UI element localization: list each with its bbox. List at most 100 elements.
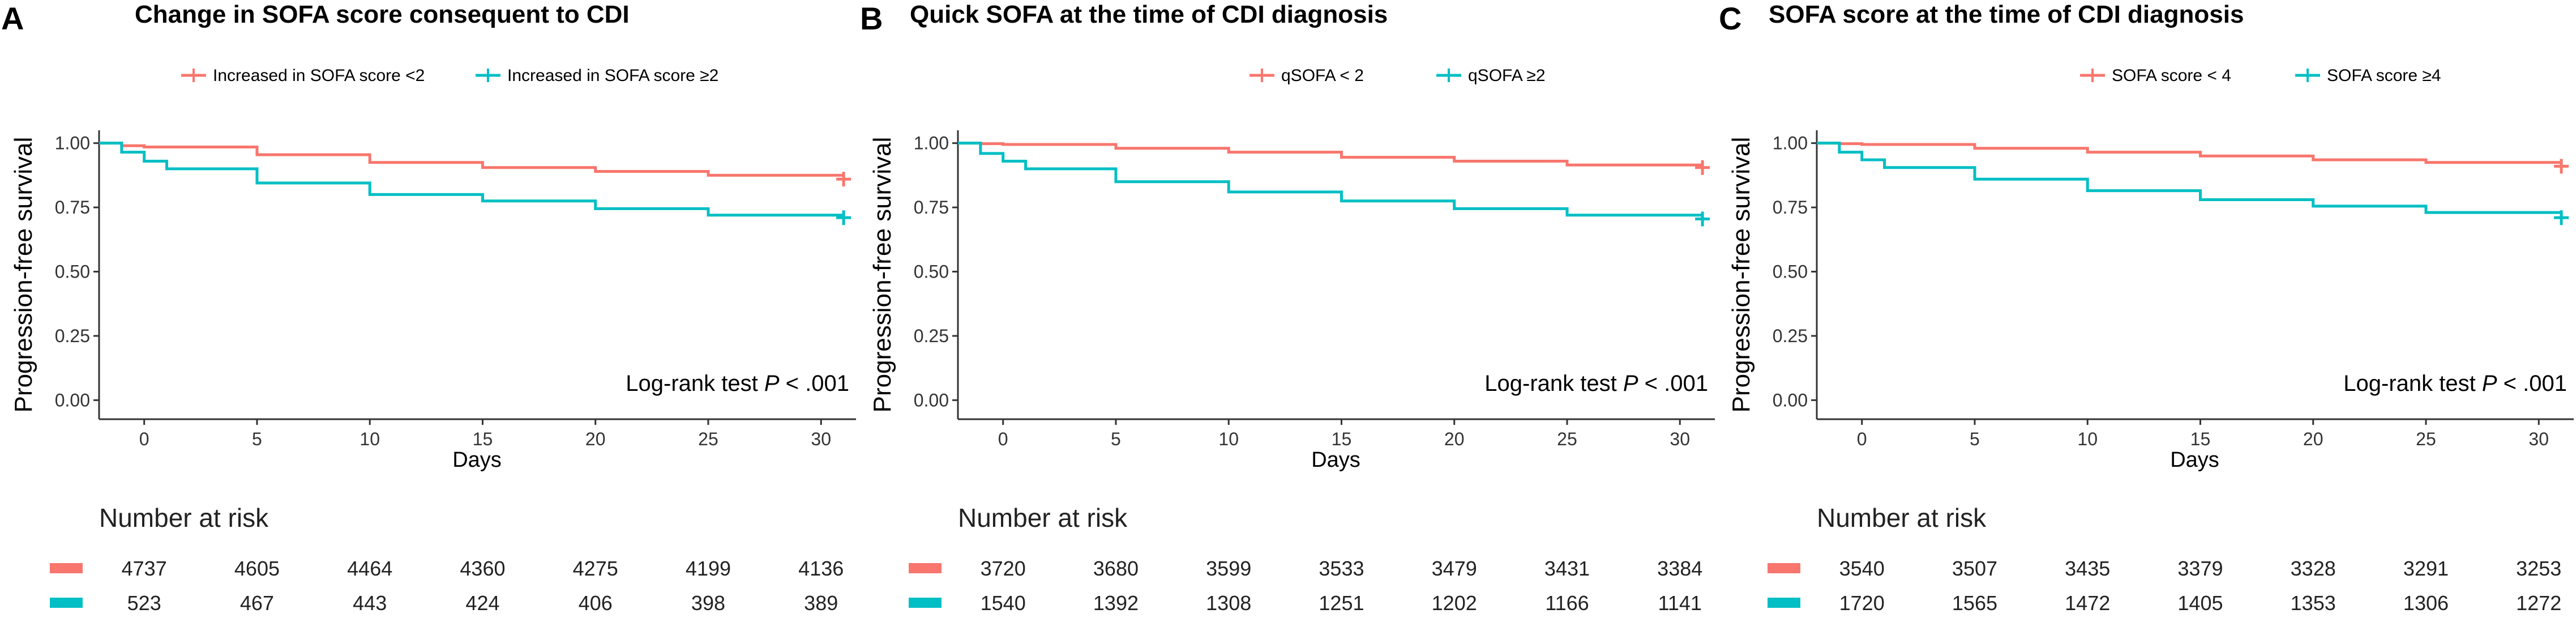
risk-table-cell: 3291	[2403, 557, 2449, 580]
legend-item-1: SOFA score < 4	[2080, 66, 2231, 85]
risk-table-cell: 3479	[1432, 557, 1477, 580]
risk-table-cell: 3599	[1206, 557, 1251, 580]
x-tick-label: 20	[2303, 429, 2323, 449]
risk-table-cell: 424	[465, 591, 499, 615]
risk-table-cell: 1405	[2177, 591, 2223, 615]
risk-table-cell: 3253	[2516, 557, 2561, 580]
risk-table-cell: 1720	[1839, 591, 1885, 615]
panel-letter: A	[1, 1, 24, 36]
risk-table-cell: 1472	[2065, 591, 2110, 615]
legend-label: qSOFA ≥2	[1468, 66, 1546, 85]
risk-table-cell: 1202	[1432, 591, 1477, 615]
y-tick-label: 1.00	[55, 133, 90, 154]
risk-table-cell: 1272	[2516, 591, 2561, 615]
chart-title: Change in SOFA score consequent to CDI	[135, 1, 630, 28]
risk-table-cell: 398	[691, 591, 725, 615]
x-tick-label: 10	[360, 429, 380, 449]
risk-table-cell: 3431	[1544, 557, 1590, 580]
panel-letter: B	[860, 1, 883, 36]
logrank-prefix: Log-rank test	[1484, 371, 1623, 396]
x-tick-label: 5	[1970, 429, 1980, 449]
logrank-suffix: < .001	[1638, 371, 1708, 396]
risk-row-color-key-1	[1768, 563, 1800, 573]
risk-table-cell: 1141	[1658, 591, 1702, 615]
x-tick-label: 5	[252, 429, 262, 449]
y-tick-label: 0.25	[1773, 326, 1808, 346]
panel-letter: C	[1719, 1, 1741, 36]
y-tick-label: 0.25	[55, 326, 90, 346]
x-tick-label: 25	[698, 429, 718, 449]
risk-table-cell: 4199	[686, 557, 731, 580]
legend-label: SOFA score ≥4	[2327, 66, 2441, 85]
risk-table-cell: 1392	[1093, 591, 1139, 615]
legend-item-1: Increased in SOFA score <2	[181, 66, 425, 85]
risk-table-cell: 3533	[1319, 557, 1364, 580]
logrank-prefix: Log-rank test	[2343, 371, 2482, 396]
x-tick-label: 0	[139, 429, 149, 449]
panel-c: C SOFA score at the time of CDI diagnosis…	[1718, 0, 2576, 622]
risk-table-title: Number at risk	[99, 503, 269, 532]
risk-row-color-key-2	[1768, 598, 1800, 608]
legend-label: Increased in SOFA score ≥2	[507, 66, 718, 85]
risk-table-cell: 1166	[1545, 591, 1589, 615]
km-chart-svg: A Change in SOFA score consequent to CDI I…	[1, 1, 856, 615]
legend-item-1: qSOFA < 2	[1250, 66, 1364, 85]
survival-curve-2	[958, 142, 1704, 219]
risk-table-cell: 4136	[798, 557, 844, 580]
risk-table-cell: 523	[127, 591, 161, 615]
panel-b: B Quick SOFA at the time of CDI diagnosis…	[859, 0, 1717, 622]
risk-table-cell: 3507	[1952, 557, 1997, 580]
risk-row-color-key-2	[50, 598, 83, 608]
risk-table-cell: 3328	[2291, 557, 2336, 580]
x-tick-label: 25	[1557, 429, 1577, 449]
x-tick-label: 20	[585, 429, 606, 449]
y-tick-label: 0.00	[914, 390, 949, 410]
risk-table-cell: 1251	[1319, 591, 1364, 615]
risk-table-cell: 3379	[2177, 557, 2223, 580]
y-tick-label: 1.00	[1773, 133, 1808, 154]
chart-title: Quick SOFA at the time of CDI diagnosis	[910, 1, 1388, 28]
chart-title: SOFA score at the time of CDI diagnosis	[1769, 1, 2244, 28]
risk-table-cell: 389	[804, 591, 838, 615]
risk-table-cell: 1353	[2291, 591, 2336, 615]
y-tick-label: 0.75	[1773, 197, 1808, 218]
x-tick-label: 30	[811, 429, 831, 449]
x-axis-label: Days	[1311, 448, 1360, 472]
logrank-prefix: Log-rank test	[626, 371, 764, 396]
logrank-annotation: Log-rank test P < .001	[2343, 371, 2567, 396]
risk-table-cell: 406	[579, 591, 613, 615]
x-tick-label: 10	[2077, 429, 2098, 449]
panel-a: A Change in SOFA score consequent to CDI I…	[0, 0, 858, 622]
y-tick-label: 0.00	[55, 390, 90, 410]
risk-table-cell: 1540	[981, 591, 1026, 615]
risk-table-cell: 4605	[234, 557, 280, 580]
risk-table-cell: 4737	[122, 557, 167, 580]
legend-label: qSOFA < 2	[1281, 66, 1364, 85]
survival-curve-1	[958, 142, 1704, 168]
risk-table-cell: 4464	[347, 557, 392, 580]
x-tick-label: 15	[2190, 429, 2211, 449]
y-tick-label: 0.75	[55, 197, 90, 218]
survival-curve-1	[1817, 142, 2563, 167]
x-tick-label: 30	[2528, 429, 2549, 449]
x-tick-label: 15	[1332, 429, 1352, 449]
y-tick-label: 0.25	[914, 326, 949, 346]
x-tick-label: 20	[1444, 429, 1465, 449]
risk-table-cell: 3680	[1093, 557, 1139, 580]
y-tick-label: 1.00	[914, 133, 949, 154]
logrank-annotation: Log-rank test P < .001	[1484, 371, 1708, 396]
x-tick-label: 30	[1670, 429, 1690, 449]
risk-row-color-key-1	[50, 563, 83, 573]
survival-curve-1	[99, 142, 845, 180]
survival-curve-2	[1817, 142, 2563, 218]
x-tick-label: 25	[2416, 429, 2436, 449]
x-axis-label: Days	[452, 448, 502, 472]
y-tick-label: 0.50	[1773, 262, 1808, 282]
y-tick-label: 0.50	[914, 262, 949, 282]
logrank-p: P	[764, 371, 780, 396]
legend-label: SOFA score < 4	[2112, 66, 2231, 85]
risk-table-cell: 1306	[2403, 591, 2449, 615]
legend-item-2: Increased in SOFA score ≥2	[476, 66, 718, 85]
legend-label: Increased in SOFA score <2	[213, 66, 425, 85]
y-tick-label: 0.00	[1773, 390, 1808, 410]
